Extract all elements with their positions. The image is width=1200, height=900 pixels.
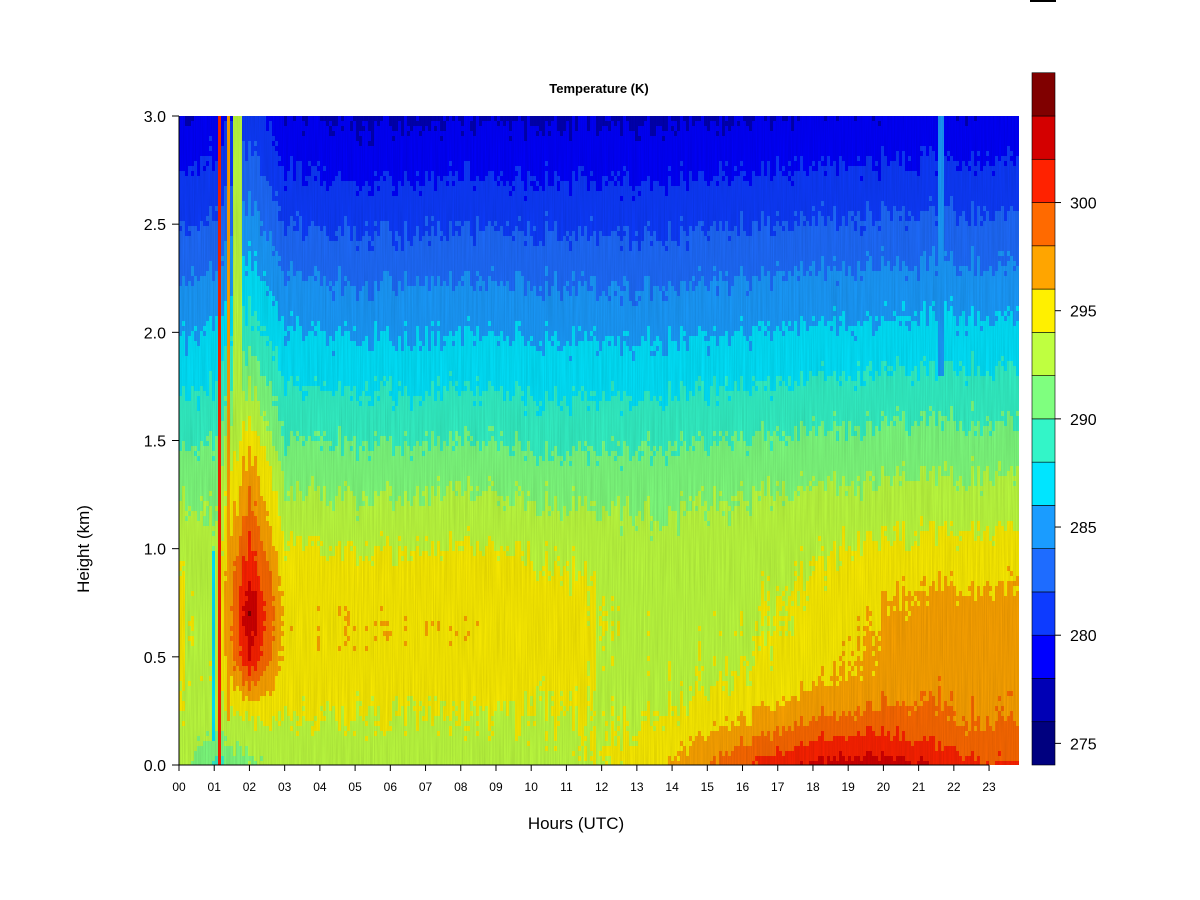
x-tick-label: 03	[278, 780, 292, 794]
x-tick-label: 01	[208, 780, 222, 794]
chart-title: Temperature (K)	[549, 81, 648, 96]
x-tick-label: 02	[243, 780, 257, 794]
x-tick-label: 04	[313, 780, 327, 794]
heatmap-texture	[179, 116, 1019, 765]
x-axis: 00 01 02 03 04 05 06 07 08 09 10 11 12 13 14 15 16 17 18 19…	[172, 764, 996, 794]
x-tick-label: 00	[172, 780, 186, 794]
